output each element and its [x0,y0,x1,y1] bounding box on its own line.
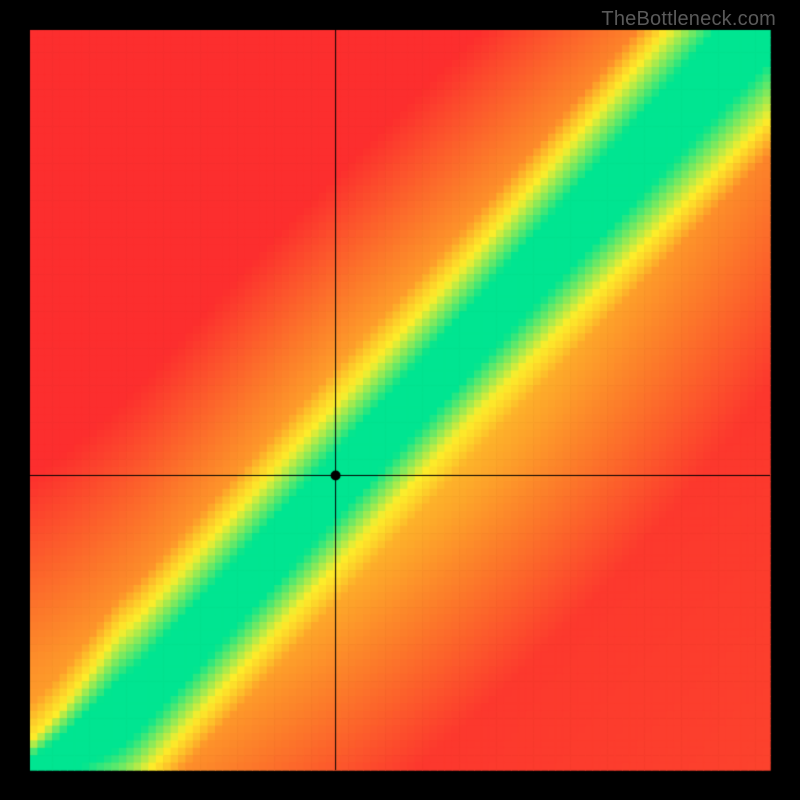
chart-container: TheBottleneck.com [0,0,800,800]
bottleneck-heatmap-canvas [0,0,800,800]
watermark-text: TheBottleneck.com [601,8,776,31]
